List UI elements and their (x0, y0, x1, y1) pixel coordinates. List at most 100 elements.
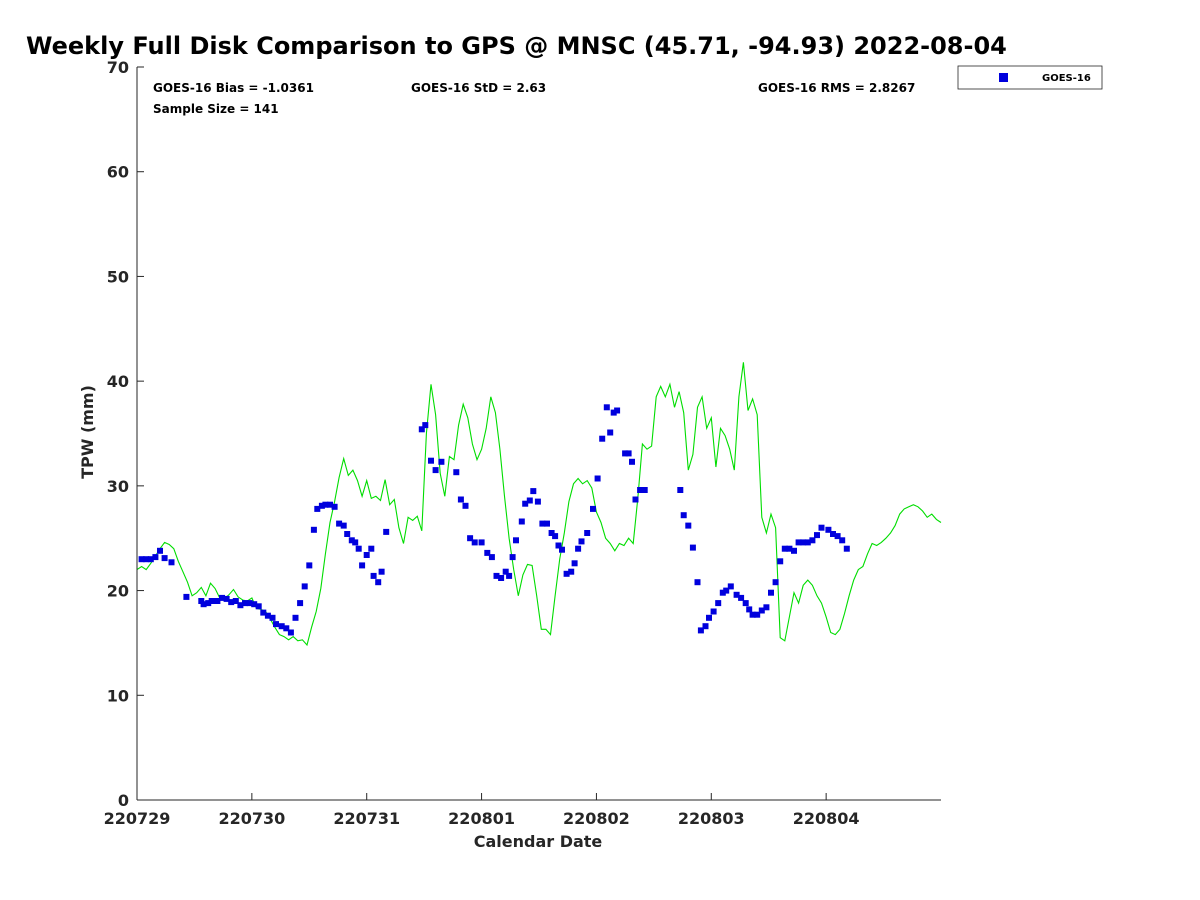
goes16-point (563, 570, 570, 577)
chart-title: Weekly Full Disk Comparison to GPS @ MNS… (26, 32, 1007, 60)
goes16-point (269, 614, 276, 621)
goes16-point (183, 593, 190, 600)
goes16-point (383, 528, 390, 535)
rms-stat: GOES-16 RMS = 2.8267 (758, 81, 915, 95)
goes16-point (297, 600, 304, 607)
goes16-point (513, 537, 519, 544)
goes16-point (594, 475, 601, 482)
x-tick-label: 220804 (793, 809, 860, 828)
goes16-point (251, 601, 258, 608)
goes16-point (715, 600, 722, 607)
y-tick-label: 50 (107, 267, 129, 286)
goes16-point (314, 505, 321, 512)
sample-size-stat: Sample Size = 141 (153, 102, 279, 116)
goes16-point (830, 531, 836, 537)
goes16-point (200, 601, 207, 608)
goes16-point (571, 560, 578, 567)
goes16-point (641, 487, 648, 493)
goes16-point (457, 496, 464, 503)
goes16-point (629, 458, 635, 465)
goes16-point (825, 526, 832, 533)
goes16-point (198, 598, 205, 604)
goes16-point (237, 602, 244, 609)
x-tick-label: 220731 (333, 809, 400, 828)
x-axis-label: Calendar Date (474, 832, 603, 851)
goes16-point (478, 539, 485, 546)
goes16-point (462, 502, 469, 509)
goes16-point (530, 488, 537, 495)
goes16-point (727, 583, 734, 590)
goes16-point (484, 549, 491, 556)
goes16-point (327, 501, 333, 508)
goes16-point (498, 575, 505, 581)
goes16-point (292, 614, 299, 621)
bias-stat: GOES-16 Bias = -1.0361 (153, 81, 314, 95)
goes16-point (610, 409, 617, 416)
goes16-point (378, 568, 385, 575)
goes16-point (539, 520, 546, 527)
goes16-point (697, 627, 704, 634)
goes16-point (359, 562, 366, 569)
goes16-point (161, 555, 168, 562)
goes16-point (138, 556, 145, 563)
goes16-point (375, 579, 382, 586)
goes16-point (843, 545, 850, 552)
y-tick-label: 30 (107, 477, 129, 496)
y-axis-label: TPW (mm) (78, 385, 97, 479)
goes16-point (306, 562, 313, 569)
goes16-point (559, 546, 565, 553)
goes16-point (578, 538, 585, 545)
goes16-point (599, 435, 606, 442)
goes16-point (694, 579, 701, 586)
goes16-point (467, 535, 474, 542)
goes16-point (786, 545, 793, 552)
goes16-point (534, 498, 541, 505)
goes16-point (422, 422, 429, 429)
goes16-point (518, 518, 525, 525)
goes16-point (352, 539, 359, 546)
goes16-point (157, 547, 163, 554)
goes16-point (804, 539, 811, 546)
goes16-scatter-series (138, 404, 850, 636)
goes16-point (733, 591, 740, 598)
goes16-point (428, 457, 434, 464)
legend-box (957, 65, 1103, 90)
goes16-point (368, 545, 375, 552)
goes16-point (488, 554, 495, 561)
goes16-point (260, 609, 267, 616)
goes16-point (544, 520, 550, 527)
goes16-point (432, 467, 439, 474)
goes16-point (152, 554, 159, 561)
goes16-point (208, 598, 215, 604)
goes16-point (344, 531, 351, 537)
goes16-point (552, 533, 559, 540)
goes16-point (322, 501, 329, 508)
goes16-point (719, 589, 726, 596)
goes16-point (264, 612, 271, 619)
x-tick-label: 220801 (448, 809, 515, 828)
goes16-point (453, 469, 460, 476)
goes16-point (355, 545, 362, 552)
y-tick-label: 0 (118, 791, 129, 810)
goes16-point (348, 537, 355, 544)
goes16-point (749, 611, 756, 618)
goes16-point (509, 554, 516, 561)
goes16-point (677, 487, 684, 493)
goes16-point (800, 539, 807, 546)
goes16-point (603, 404, 610, 411)
goes16-point (702, 623, 709, 630)
goes16-point (242, 600, 248, 607)
goes16-point (754, 611, 761, 618)
goes16-point (637, 487, 644, 493)
goes16-point (278, 623, 285, 630)
goes16-point (685, 522, 692, 529)
goes16-point (680, 512, 687, 519)
goes16-point (758, 607, 765, 614)
x-tick-label: 220730 (218, 809, 285, 828)
legend-label-goes16: GOES-16 (1042, 73, 1091, 84)
goes16-point (768, 589, 774, 596)
goes16-point (781, 545, 788, 552)
goes16-point (575, 545, 582, 552)
goes16-point (738, 594, 745, 601)
